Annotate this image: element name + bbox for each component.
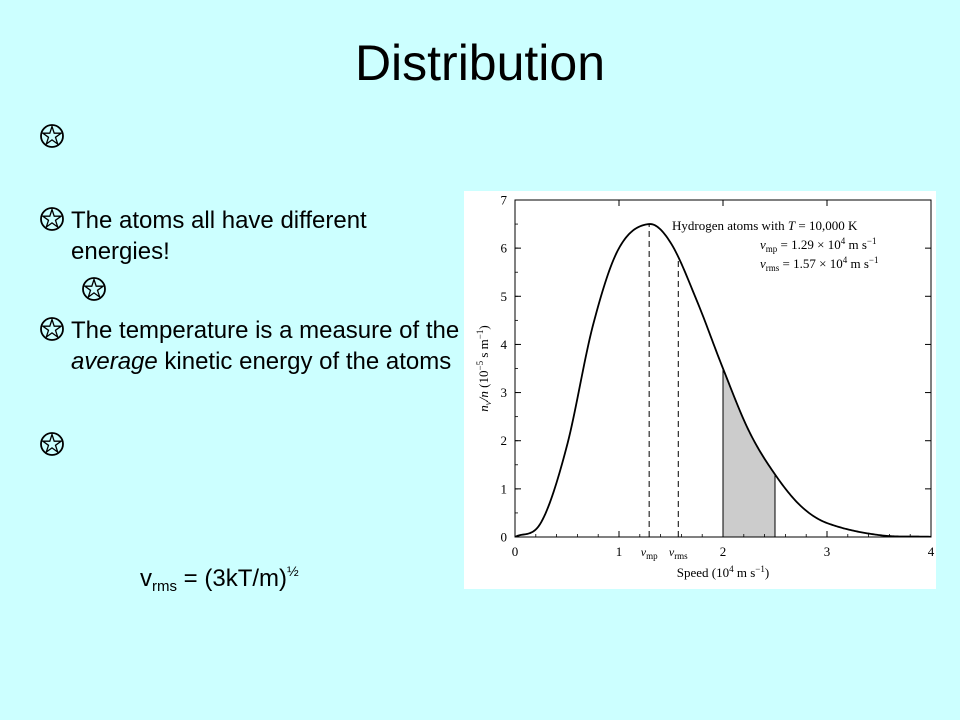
star-bullet-icon	[40, 317, 64, 341]
distribution-curve	[515, 223, 931, 537]
y-axis-label: nv/n (10−5 s m−1)	[475, 325, 493, 411]
vmp-annotation: vmp = 1.29 × 104 m s−1	[760, 236, 876, 254]
y-tick-label: 5	[501, 289, 508, 304]
formula-rhs: = (3kT/m)	[183, 565, 288, 592]
x-axis-label: Speed (104 m s−1)	[677, 564, 769, 580]
x-tick-label: 1	[616, 544, 623, 559]
y-tick-label: 1	[501, 481, 508, 496]
star-bullet-icon	[40, 432, 64, 456]
rms-speed-formula: vrms = (3kT/m)½	[140, 553, 299, 605]
bullet-text-part: kinetic energy of the atoms	[164, 348, 452, 375]
y-tick-label: 4	[501, 337, 508, 352]
x-tick-label: 0	[512, 544, 519, 559]
vline-label-vrms: vrms	[669, 545, 688, 561]
x-tick-label: 2	[720, 544, 727, 559]
star-bullet-icon	[82, 277, 106, 301]
y-tick-label: 2	[501, 433, 508, 448]
slide-title: Distribution	[354, 35, 606, 91]
star-bullet-icon	[40, 124, 64, 148]
formula-exponent: ½	[287, 563, 299, 579]
shaded-area	[722, 368, 776, 537]
y-tick-label: 7	[501, 193, 508, 208]
bullet-text: The atoms all have different energies!	[71, 207, 367, 265]
y-tick-label: 0	[501, 530, 508, 545]
bullet-emphasis: average	[71, 348, 158, 375]
x-tick-label: 3	[824, 544, 831, 559]
vline-label-vmp: vmp	[641, 545, 658, 561]
chart-title: Hydrogen atoms with T = 10,000 K	[672, 218, 858, 233]
vrms-annotation: vrms = 1.57 × 104 m s−1	[760, 255, 878, 273]
y-tick-label: 6	[501, 241, 508, 256]
bullet-text-part: The temperature is a measure of the	[71, 317, 460, 344]
formula-subscript: rms	[152, 578, 177, 595]
star-bullet-icon	[40, 207, 64, 231]
bullet-text: The temperature is a measure of the aver…	[71, 315, 471, 377]
speed-distribution-chart: 0 1 2 3 4 0 1 2 3 4 5 6 7 vmp vrms Speed (104 m s−1) nv/…	[464, 191, 936, 589]
chart-svg: 0 1 2 3 4 0 1 2 3 4 5 6 7 vmp vrms Speed (104 m s−1) nv/…	[475, 193, 935, 581]
y-tick-label: 3	[501, 385, 508, 400]
formula-v: v	[140, 565, 152, 592]
x-tick-label: 4	[928, 544, 935, 559]
